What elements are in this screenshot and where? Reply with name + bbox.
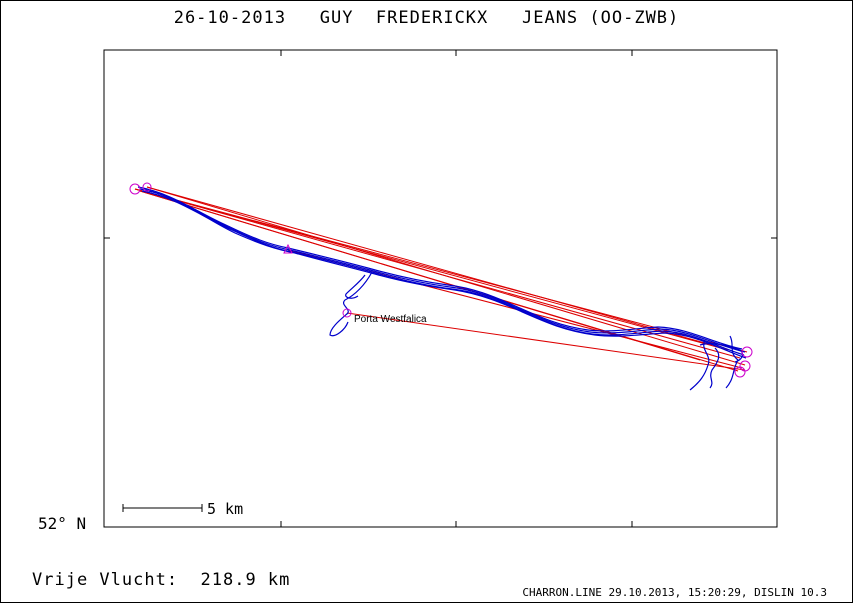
- turnpoint-circle: [342, 308, 352, 318]
- track-detour: [689, 339, 710, 391]
- leg-line: [346, 312, 746, 371]
- axis-ticks: [104, 50, 777, 527]
- leg-line: [146, 186, 746, 366]
- turnpoints: [129, 182, 753, 378]
- leg-line: [134, 188, 748, 353]
- track-detour: [725, 335, 739, 389]
- chart-title: 26-10-2013 GUY FREDERICKX JEANS (OO-ZWB): [173, 8, 680, 28]
- track-path: [144, 189, 747, 359]
- leg-line: [139, 190, 701, 361]
- leg-line: [146, 186, 713, 346]
- turnpoint-circle: [734, 366, 746, 378]
- turnpoint-circle: [741, 346, 753, 358]
- track-path: [139, 188, 746, 353]
- leg-line: [134, 188, 729, 351]
- scale-label: 5 km: [207, 500, 244, 518]
- place-label: Porta Westfalica: [354, 314, 427, 325]
- turnpoint-circle: [142, 182, 152, 192]
- plot-area: [103, 49, 778, 528]
- latitude-label: 52° N: [38, 514, 87, 533]
- credit-line: CHARRON.LINE 29.10.2013, 15:20:29, DISLI…: [522, 586, 827, 599]
- flight-distance: Vrije Vlucht: 218.9 km: [32, 570, 291, 590]
- track-path: [137, 186, 743, 350]
- track-detour: [329, 271, 373, 337]
- track-detour: [709, 347, 720, 389]
- gps-track: [137, 186, 747, 391]
- turnpoint-circle: [129, 183, 141, 195]
- track-detour: [345, 274, 366, 299]
- scale-bar: [122, 504, 203, 512]
- start-triangle: [283, 243, 293, 254]
- flight-legs: [134, 186, 748, 372]
- track-detour: [699, 343, 744, 363]
